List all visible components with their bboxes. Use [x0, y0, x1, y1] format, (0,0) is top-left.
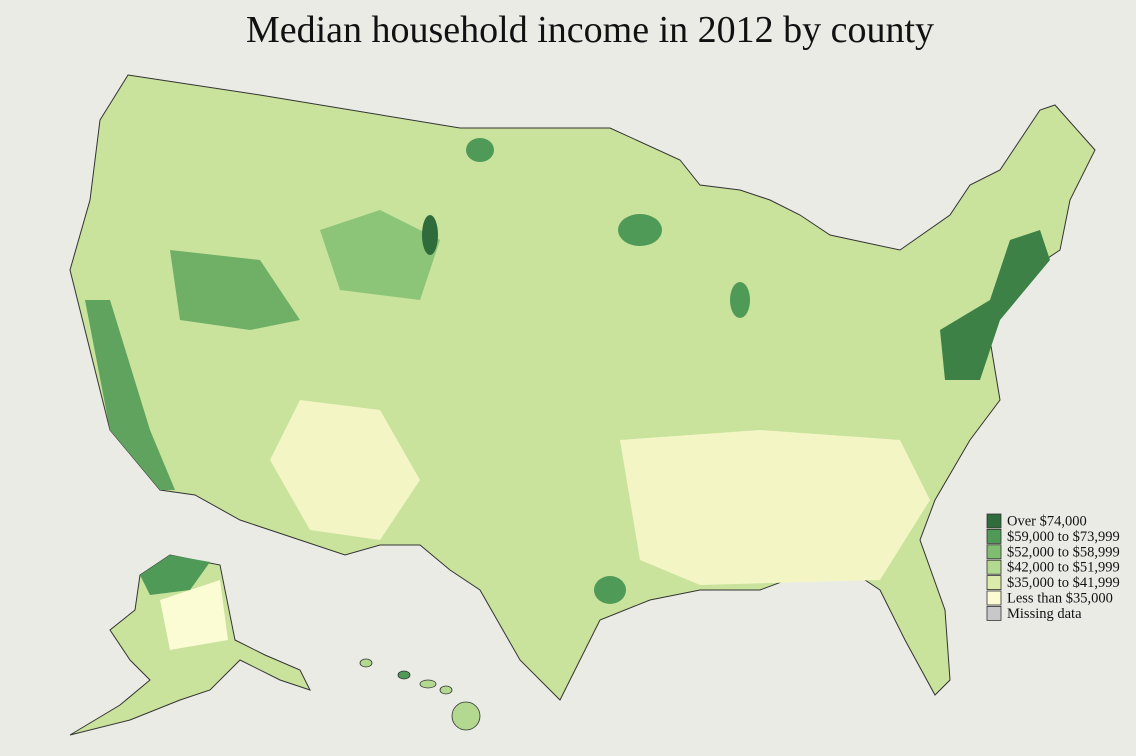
high-income-region — [320, 210, 440, 300]
alaska-interior — [160, 580, 228, 650]
hawaii-island — [397, 670, 411, 680]
legend: Over $74,000$59,000 to $73,999$52,000 to… — [986, 513, 1120, 622]
map-title: Median household income in 2012 by count… — [246, 9, 934, 51]
legend-swatch — [986, 606, 1002, 621]
high-income-region — [466, 138, 494, 162]
high-income-region — [730, 282, 750, 318]
income-patches — [85, 138, 1050, 604]
legend-swatch — [986, 544, 1002, 560]
high-income-region — [85, 300, 175, 490]
low-income-region — [620, 430, 930, 585]
high-income-region — [594, 576, 626, 604]
high-income-region — [422, 215, 438, 255]
legend-swatch — [986, 590, 1002, 606]
legend-swatch — [986, 559, 1002, 575]
legend-label: Less than $35,000 — [1007, 591, 1113, 607]
legend-label: $52,000 to $58,999 — [1007, 544, 1120, 560]
legend-label: $35,000 to $41,999 — [1007, 575, 1120, 591]
legend-label: $59,000 to $73,999 — [1007, 529, 1120, 545]
alaska-north — [140, 555, 210, 595]
hawaii — [359, 658, 481, 731]
hawaii-island — [419, 679, 437, 689]
legend-swatch — [986, 529, 1002, 544]
legend-swatch — [986, 513, 1002, 529]
high-income-region — [618, 214, 662, 246]
hawaii-island — [359, 658, 373, 668]
hawaii-island — [439, 685, 453, 695]
legend-label: Missing data — [1007, 606, 1082, 622]
legend-swatch — [986, 575, 1002, 590]
hawaii-island — [451, 701, 481, 731]
high-income-region — [940, 230, 1050, 380]
legend-label: Over $74,000 — [1007, 514, 1087, 530]
legend-label: $42,000 to $51,999 — [1007, 560, 1120, 576]
high-income-region — [170, 250, 300, 330]
low-income-region — [270, 400, 420, 540]
